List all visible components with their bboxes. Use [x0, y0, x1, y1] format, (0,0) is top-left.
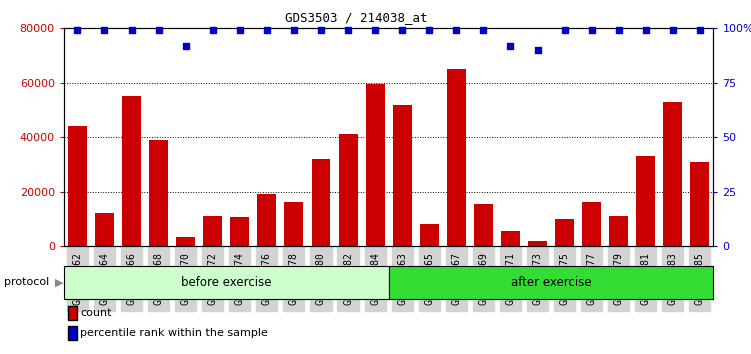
- Bar: [501, 231, 520, 246]
- Point: [694, 28, 706, 33]
- Bar: [663, 102, 683, 246]
- Text: count: count: [80, 308, 112, 318]
- Point: [261, 28, 273, 33]
- Bar: [231, 217, 249, 246]
- Point: [613, 28, 625, 33]
- Bar: [474, 204, 493, 246]
- Bar: [339, 135, 357, 246]
- Point: [125, 28, 137, 33]
- Bar: [366, 84, 385, 246]
- Bar: [68, 126, 87, 246]
- Point: [179, 43, 192, 48]
- Bar: [393, 104, 412, 246]
- Point: [667, 28, 679, 33]
- Point: [397, 28, 409, 33]
- Point: [478, 28, 490, 33]
- Point: [532, 47, 544, 53]
- Bar: [149, 140, 168, 246]
- Text: percentile rank within the sample: percentile rank within the sample: [80, 328, 268, 338]
- Point: [369, 28, 381, 33]
- Text: protocol: protocol: [4, 277, 49, 287]
- Point: [505, 43, 517, 48]
- Point: [207, 28, 219, 33]
- Text: before exercise: before exercise: [181, 276, 272, 289]
- Bar: [176, 236, 195, 246]
- Point: [586, 28, 598, 33]
- Bar: [204, 216, 222, 246]
- Point: [424, 28, 436, 33]
- Bar: [312, 159, 330, 246]
- Bar: [95, 213, 114, 246]
- Point: [315, 28, 327, 33]
- Point: [559, 28, 571, 33]
- Bar: [447, 69, 466, 246]
- Bar: [636, 156, 656, 246]
- Text: ▶: ▶: [55, 277, 63, 287]
- Text: GDS3503 / 214038_at: GDS3503 / 214038_at: [285, 11, 428, 24]
- Bar: [122, 96, 141, 246]
- Text: after exercise: after exercise: [511, 276, 591, 289]
- Bar: [528, 241, 547, 246]
- Bar: [420, 224, 439, 246]
- Bar: [555, 219, 574, 246]
- Point: [342, 28, 354, 33]
- Point: [234, 28, 246, 33]
- Bar: [258, 194, 276, 246]
- Bar: [609, 216, 628, 246]
- Point: [451, 28, 463, 33]
- Point: [98, 28, 110, 33]
- Point: [152, 28, 164, 33]
- Point: [288, 28, 300, 33]
- Bar: [285, 202, 303, 246]
- Bar: [582, 202, 601, 246]
- Point: [640, 28, 652, 33]
- Point: [71, 28, 83, 33]
- Bar: [690, 162, 710, 246]
